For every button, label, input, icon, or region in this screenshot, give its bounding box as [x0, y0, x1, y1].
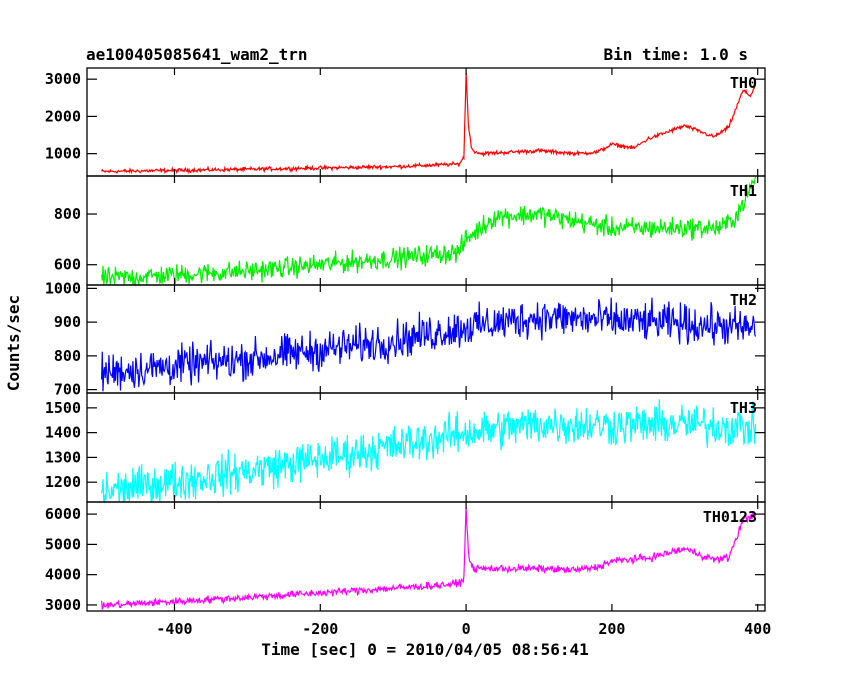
y-tick-label: 4000: [45, 566, 81, 584]
panel-label: TH1: [730, 182, 757, 200]
y-axis-title: Counts/sec: [4, 295, 23, 391]
y-tick-label: 800: [54, 347, 81, 365]
y-tick-label: 600: [54, 256, 81, 274]
y-tick-label: 1000: [45, 279, 81, 297]
bin-time-label: Bin time: 1.0 s: [604, 45, 749, 64]
x-tick-label: 0: [462, 620, 471, 638]
chart-title: ae100405085641_wam2_trn: [86, 45, 308, 64]
x-tick-label: -200: [302, 620, 338, 638]
y-tick-label: 5000: [45, 535, 81, 553]
series-line-th2: [101, 297, 757, 392]
series-line-th0: [101, 72, 757, 175]
y-tick-label: 3000: [45, 70, 81, 88]
panel-label: TH0: [730, 74, 757, 92]
series-line-th3: [101, 399, 757, 504]
y-tick-label: 900: [54, 313, 81, 331]
panel-frame: [86, 501, 766, 612]
x-tick-label: 400: [744, 620, 771, 638]
panels: 1000 2000 3000 TH0 600 800 TH1 700 800 900 1000 TH2…: [45, 67, 766, 614]
panel-th0123: 3000 4000 5000 6000 TH0123: [45, 501, 766, 614]
y-tick-label: 1400: [45, 424, 81, 442]
y-tick-label: 800: [54, 205, 81, 223]
y-tick-label: 3000: [45, 596, 81, 614]
x-axis: -400 -200 0 200 400: [156, 620, 771, 638]
series-line-th0123: [101, 506, 757, 611]
y-tick-label: 1500: [45, 399, 81, 417]
panel-label: TH2: [730, 291, 757, 309]
panel-label: TH0123: [703, 508, 757, 526]
y-tick-label: 1300: [45, 448, 81, 466]
series-line-th1: [101, 175, 757, 287]
panel-frame: [86, 67, 766, 177]
panel-frame: [86, 175, 766, 286]
panel-label: TH3: [730, 399, 757, 417]
y-tick-label: 1000: [45, 145, 81, 163]
y-tick-label: 2000: [45, 107, 81, 125]
x-tick-label: 200: [598, 620, 625, 638]
x-axis-title: Time [sec] 0 = 2010/04/05 08:56:41: [261, 640, 589, 659]
panel-th1: 600 800 TH1: [54, 175, 766, 287]
panel-th2: 700 800 900 1000 TH2: [45, 279, 766, 399]
y-tick-label: 6000: [45, 505, 81, 523]
panel-th3: 1200 1300 1400 1500 TH3: [45, 392, 766, 504]
panel-th0: 1000 2000 3000 TH0: [45, 67, 766, 177]
y-tick-label: 700: [54, 381, 81, 399]
x-tick-label: -400: [156, 620, 192, 638]
y-tick-label: 1200: [45, 473, 81, 491]
